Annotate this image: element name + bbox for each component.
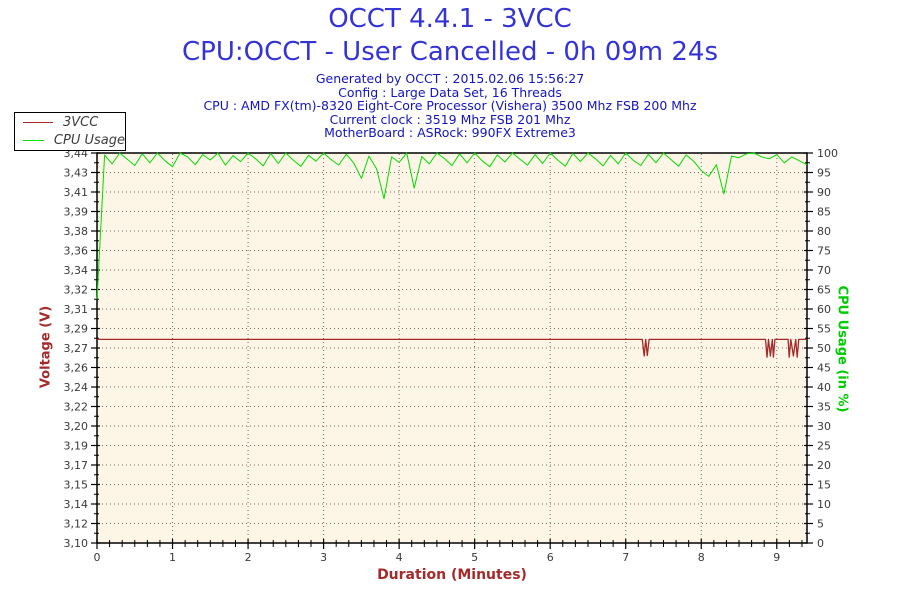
svg-text:3,24: 3,24: [64, 381, 89, 394]
svg-text:40: 40: [817, 381, 831, 394]
x-axis-title: Duration (Minutes): [377, 567, 527, 583]
svg-text:5: 5: [817, 518, 824, 531]
legend-label-3vcc: 3VCC: [63, 115, 99, 131]
svg-text:3,20: 3,20: [64, 420, 89, 433]
svg-text:65: 65: [817, 284, 831, 297]
svg-text:3,32: 3,32: [64, 284, 89, 297]
info-block: Generated by OCCT : 2015.02.06 15:56:27 …: [0, 72, 900, 140]
legend-box: 3VCC CPU Usage: [14, 112, 126, 151]
legend-label-cpu-usage: CPU Usage: [53, 132, 125, 148]
y-axis-left-title: Voltage (V): [38, 305, 54, 389]
svg-text:3,14: 3,14: [64, 498, 89, 511]
info-current-clock: Current clock : 3519 Mhz FSB 201 Mhz: [329, 111, 571, 127]
info-cpu: CPU : AMD FX(tm)-8320 Eight-Core Process…: [203, 98, 697, 114]
y-axis-right-title: CPU Usage (in %): [834, 285, 850, 413]
legend-line-3vcc-icon: [23, 122, 53, 124]
svg-text:3,39: 3,39: [64, 206, 89, 219]
svg-text:3,15: 3,15: [64, 479, 89, 492]
svg-text:55: 55: [817, 323, 831, 336]
svg-text:100: 100: [817, 147, 838, 160]
svg-text:60: 60: [817, 303, 831, 316]
svg-text:3,43: 3,43: [64, 167, 89, 180]
svg-text:5: 5: [471, 551, 478, 564]
svg-text:7: 7: [622, 551, 629, 564]
legend-line-cpu-usage-icon: [23, 139, 44, 141]
svg-text:3,10: 3,10: [64, 537, 89, 550]
svg-text:85: 85: [817, 206, 831, 219]
info-config: Config : Large Data Set, 16 Threads: [338, 84, 562, 100]
svg-text:70: 70: [817, 264, 831, 277]
svg-text:75: 75: [817, 245, 831, 258]
svg-text:3,34: 3,34: [64, 264, 89, 277]
page-subtitle: CPU:OCCT - User Cancelled - 0h 09m 24s: [181, 37, 719, 67]
svg-text:8: 8: [698, 551, 705, 564]
svg-text:1: 1: [169, 551, 176, 564]
svg-text:3,38: 3,38: [64, 225, 89, 238]
svg-text:90: 90: [817, 186, 831, 199]
svg-text:3,36: 3,36: [64, 245, 89, 258]
svg-text:35: 35: [817, 401, 831, 414]
svg-text:3: 3: [320, 551, 327, 564]
legend-item-cpu-usage: CPU Usage: [15, 132, 125, 148]
info-motherboard: MotherBoard : ASRock: 990FX Extreme3: [324, 125, 576, 141]
svg-text:3,19: 3,19: [64, 440, 89, 453]
svg-text:50: 50: [817, 342, 831, 355]
svg-text:25: 25: [817, 440, 831, 453]
svg-text:3,27: 3,27: [64, 342, 89, 355]
svg-text:95: 95: [817, 167, 831, 180]
svg-text:3,12: 3,12: [64, 518, 89, 531]
svg-text:45: 45: [817, 362, 831, 375]
svg-text:3,31: 3,31: [64, 303, 89, 316]
svg-text:6: 6: [547, 551, 554, 564]
svg-text:3,26: 3,26: [64, 362, 89, 375]
svg-text:0: 0: [94, 551, 101, 564]
info-generated: Generated by OCCT : 2015.02.06 15:56:27: [315, 71, 585, 86]
svg-text:15: 15: [817, 479, 831, 492]
svg-text:20: 20: [817, 459, 831, 472]
svg-text:2: 2: [245, 551, 252, 564]
svg-text:30: 30: [817, 420, 831, 433]
svg-text:3,17: 3,17: [64, 459, 89, 472]
page-title: OCCT 4.4.1 - 3VCC: [328, 4, 572, 34]
svg-text:3,29: 3,29: [64, 323, 89, 336]
svg-text:9: 9: [773, 551, 780, 564]
svg-text:3,41: 3,41: [64, 186, 89, 199]
svg-text:0: 0: [817, 537, 824, 550]
svg-text:80: 80: [817, 225, 831, 238]
svg-text:3,22: 3,22: [64, 401, 89, 414]
legend-item-3vcc: 3VCC: [15, 115, 125, 131]
svg-text:4: 4: [396, 551, 403, 564]
svg-text:10: 10: [817, 498, 831, 511]
